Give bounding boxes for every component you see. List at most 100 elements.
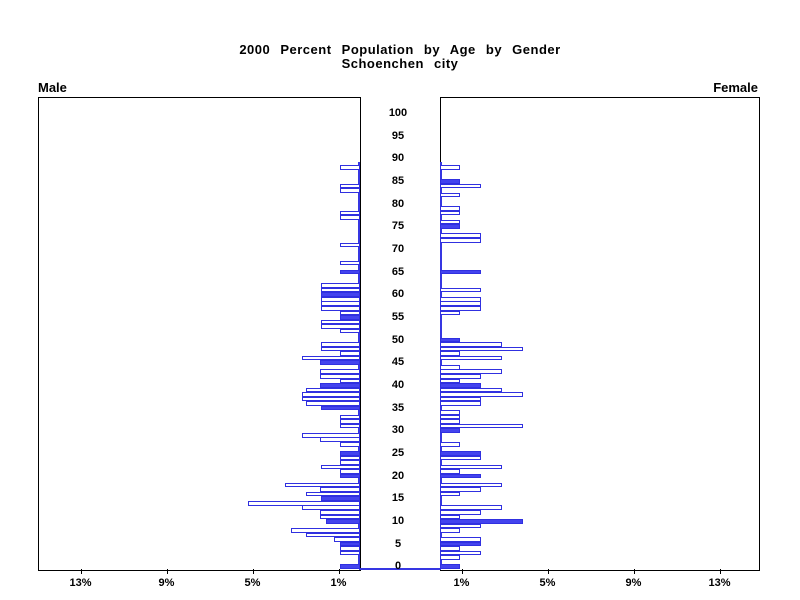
female-bar-age-20 xyxy=(440,473,481,479)
percent-tick-label: 1% xyxy=(330,577,347,589)
percent-tick xyxy=(80,569,82,574)
male-bar-age-77 xyxy=(339,215,360,220)
age-tick-label: 75 xyxy=(391,220,405,233)
age-tick-label: 50 xyxy=(391,333,405,346)
female-bar-age-11 xyxy=(440,514,461,520)
male-bar-age-54 xyxy=(321,319,360,325)
male-bar-age-6 xyxy=(334,537,360,542)
male-bar-age-40 xyxy=(320,383,360,388)
male-bar-age-61 xyxy=(321,287,360,293)
female-bar-age-50 xyxy=(440,337,461,343)
female-bar-age-12 xyxy=(440,510,481,515)
male-axis-label: Male xyxy=(38,80,67,95)
male-bar-age-7 xyxy=(306,532,360,538)
male-bar-age-48 xyxy=(321,346,360,352)
age-tick-label: 95 xyxy=(391,129,405,142)
age-tick-label: 0 xyxy=(394,560,402,573)
female-bar-age-48 xyxy=(440,346,523,352)
percent-tick-label: 5% xyxy=(244,577,261,589)
percent-tick xyxy=(719,569,721,574)
male-bar-age-57 xyxy=(321,306,360,311)
percent-tick xyxy=(547,569,549,574)
male-bar-age-65 xyxy=(339,269,360,275)
female-bar-age-16 xyxy=(440,491,461,497)
male-bar-age-52 xyxy=(339,328,360,334)
male-bar-age-56 xyxy=(339,310,360,316)
male-bar-age-27 xyxy=(339,442,360,447)
female-bar-age-24 xyxy=(440,455,481,461)
center-axis-segment xyxy=(359,568,441,570)
female-bar-age-4 xyxy=(440,546,461,551)
male-bar-age-14 xyxy=(248,500,360,506)
male-bar-age-24 xyxy=(339,455,360,461)
male-bar-age-55 xyxy=(339,315,360,320)
female-bar-age-34 xyxy=(440,410,461,415)
age-tick-label: 40 xyxy=(391,379,405,392)
male-panel xyxy=(38,97,361,571)
male-bar-age-35 xyxy=(321,405,360,411)
female-bar-age-21 xyxy=(440,469,461,474)
male-bar-age-25 xyxy=(339,451,360,456)
male-bar-age-59 xyxy=(321,296,360,302)
male-bar-age-32 xyxy=(339,419,360,424)
male-bar-age-3 xyxy=(339,550,360,556)
female-bar-age-32 xyxy=(440,419,461,424)
male-bar-age-58 xyxy=(321,301,360,307)
male-bar-age-37 xyxy=(301,396,360,402)
male-bar-age-17 xyxy=(320,487,360,492)
age-tick-label: 5 xyxy=(394,537,402,550)
female-bar-age-57 xyxy=(440,306,481,311)
male-bar-age-21 xyxy=(339,469,360,474)
male-bar-age-18 xyxy=(284,482,360,488)
female-bar-age-39 xyxy=(440,387,503,393)
female-bar-age-10 xyxy=(440,519,523,524)
age-tick-label: 80 xyxy=(391,197,405,210)
percent-tick-label: 13% xyxy=(69,577,92,589)
male-bar-age-62 xyxy=(321,283,360,288)
female-bar-age-27 xyxy=(440,442,461,447)
female-bar-age-18 xyxy=(440,482,503,488)
age-tick-label: 25 xyxy=(391,447,405,460)
male-bar-age-43 xyxy=(320,369,360,375)
male-bar-age-49 xyxy=(321,342,360,347)
male-bar-age-53 xyxy=(321,324,360,329)
female-bar-age-82 xyxy=(440,192,461,198)
percent-tick-label: 13% xyxy=(708,577,731,589)
female-bar-age-43 xyxy=(440,369,503,375)
age-tick-label: 60 xyxy=(391,288,405,301)
male-bar-age-5 xyxy=(339,541,360,547)
male-bar-age-39 xyxy=(306,387,360,393)
female-bar-age-61 xyxy=(440,287,481,293)
female-bar-age-49 xyxy=(440,342,503,347)
male-bar-age-84 xyxy=(339,183,360,189)
female-bar-age-47 xyxy=(440,351,461,356)
female-bar-age-85 xyxy=(440,179,461,184)
female-panel xyxy=(440,97,760,571)
male-bar-age-42 xyxy=(320,374,360,379)
male-bar-age-38 xyxy=(301,392,360,397)
age-tick-label: 55 xyxy=(391,311,405,324)
female-bar-age-78 xyxy=(440,210,461,216)
female-bar-age-44 xyxy=(440,364,461,370)
female-bar-age-42 xyxy=(440,374,481,379)
age-tick-label: 90 xyxy=(391,152,405,165)
female-bar-age-40 xyxy=(440,383,481,388)
age-tick-label: 35 xyxy=(391,401,405,414)
male-bar-age-31 xyxy=(339,423,360,429)
female-bar-age-56 xyxy=(440,310,461,316)
male-bar-age-10 xyxy=(325,519,360,524)
age-tick-label: 20 xyxy=(391,469,405,482)
female-bar-age-88 xyxy=(440,165,461,171)
male-bar-age-22 xyxy=(321,464,360,470)
male-bar-age-12 xyxy=(320,510,360,515)
female-bar-age-41 xyxy=(440,378,461,384)
male-baseline xyxy=(358,162,360,569)
percent-tick xyxy=(338,569,340,574)
female-bar-age-37 xyxy=(440,396,481,402)
male-bar-age-20 xyxy=(339,473,360,479)
female-bar-age-30 xyxy=(440,428,461,433)
male-bar-age-60 xyxy=(321,292,360,297)
male-bar-age-29 xyxy=(301,432,360,438)
chart-subtitle: Schoenchen city xyxy=(341,56,459,71)
